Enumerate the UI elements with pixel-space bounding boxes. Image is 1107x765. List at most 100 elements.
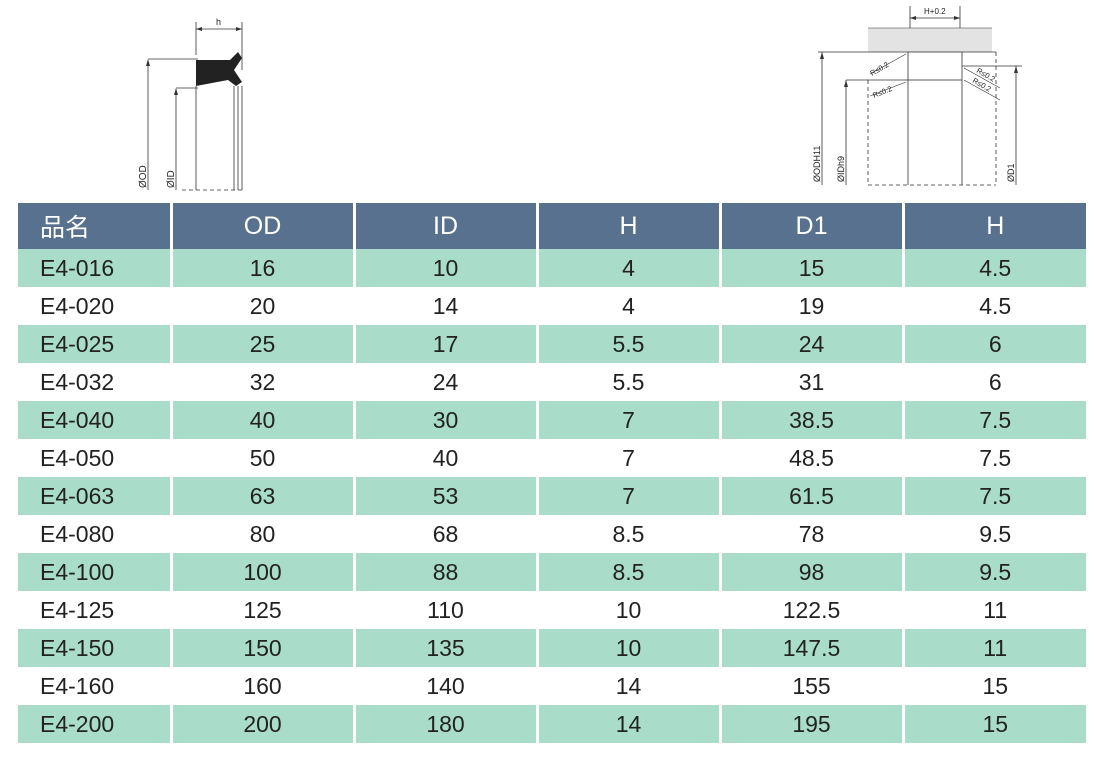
table-row: E4-020 20 14 4 19 4.5 (18, 287, 1086, 325)
col-header-name: 品名 (18, 203, 171, 249)
table-row: E4-025 25 17 5.5 24 6 (18, 325, 1086, 363)
cell-h: 14 (535, 705, 720, 743)
cell-h: 14 (535, 667, 720, 705)
cell-id: 30 (352, 401, 537, 439)
cell-h: 8.5 (535, 515, 720, 553)
cell-d1: 31 (718, 363, 903, 401)
cell-d1: 38.5 (718, 401, 903, 439)
table-row: E4-040 40 30 7 38.5 7.5 (18, 401, 1086, 439)
cell-h: 4 (535, 287, 720, 325)
col-header-h: H (535, 203, 720, 249)
cell-od: 100 (169, 553, 354, 591)
table-row: E4-080 80 68 8.5 78 9.5 (18, 515, 1086, 553)
table-row: E4-050 50 40 7 48.5 7.5 (18, 439, 1086, 477)
groove-drawing: H+0.2 R≤0.2 R≤0.2 R≤0.2 R≤0.2 ØODH11 ØID… (812, 6, 1022, 186)
id-dimension-label: ØID (166, 170, 177, 188)
table-row: E4-032 32 24 5.5 31 6 (18, 363, 1086, 401)
table-row: E4-200 200 180 14 195 15 (18, 705, 1086, 743)
cell-d1: 15 (718, 249, 903, 287)
cell-groove-h: 11 (901, 629, 1086, 667)
cell-h: 10 (535, 591, 720, 629)
od-h11-label: ØODH11 (812, 146, 822, 182)
cell-id: 110 (352, 591, 537, 629)
cell-id: 10 (352, 249, 537, 287)
table-body: E4-016 16 10 4 15 4.5 E4-020 20 14 4 19 4.5 E4-025 25… (18, 249, 1086, 743)
radius-label: R≤0.2 (869, 60, 891, 78)
cell-d1: 19 (718, 287, 903, 325)
cell-groove-h: 6 (901, 363, 1086, 401)
cell-groove-h: 9.5 (901, 515, 1086, 553)
cell-d1: 61.5 (718, 477, 903, 515)
cell-d1: 98 (718, 553, 903, 591)
cell-part-name: E4-040 (18, 401, 171, 439)
cell-od: 150 (169, 629, 354, 667)
cell-part-name: E4-063 (18, 477, 171, 515)
cell-groove-h: 7.5 (901, 477, 1086, 515)
cell-od: 200 (169, 705, 354, 743)
cell-od: 125 (169, 591, 354, 629)
cell-part-name: E4-025 (18, 325, 171, 363)
cell-groove-h: 15 (901, 667, 1086, 705)
cell-part-name: E4-020 (18, 287, 171, 325)
table-row: E4-100 100 88 8.5 98 9.5 (18, 553, 1086, 591)
cell-id: 53 (352, 477, 537, 515)
cell-od: 63 (169, 477, 354, 515)
cell-id: 14 (352, 287, 537, 325)
cell-groove-h: 11 (901, 591, 1086, 629)
od-dimension-label: ØOD (138, 165, 149, 188)
cell-h: 7 (535, 439, 720, 477)
cell-part-name: E4-050 (18, 439, 171, 477)
cell-h: 7 (535, 477, 720, 515)
table-row: E4-063 63 53 7 61.5 7.5 (18, 477, 1086, 515)
seal-profile (196, 52, 242, 86)
cell-groove-h: 9.5 (901, 553, 1086, 591)
cell-groove-h: 7.5 (901, 401, 1086, 439)
cell-groove-h: 4.5 (901, 287, 1086, 325)
cell-od: 25 (169, 325, 354, 363)
cell-groove-h: 7.5 (901, 439, 1086, 477)
cell-part-name: E4-200 (18, 705, 171, 743)
cell-d1: 122.5 (718, 591, 903, 629)
cell-part-name: E4-016 (18, 249, 171, 287)
cell-d1: 147.5 (718, 629, 903, 667)
col-header-d1: D1 (718, 203, 903, 249)
cell-id: 17 (352, 325, 537, 363)
cell-id: 88 (352, 553, 537, 591)
cell-h: 5.5 (535, 363, 720, 401)
h-dimension-label: h (216, 17, 221, 27)
table-row: E4-150 150 135 10 147.5 11 (18, 629, 1086, 667)
cell-od: 20 (169, 287, 354, 325)
cell-d1: 155 (718, 667, 903, 705)
cell-groove-h: 15 (901, 705, 1086, 743)
col-header-id: ID (352, 203, 537, 249)
col-header-groove-h: H (901, 203, 1086, 249)
cell-part-name: E4-150 (18, 629, 171, 667)
cell-groove-h: 4.5 (901, 249, 1086, 287)
cell-od: 16 (169, 249, 354, 287)
cell-id: 68 (352, 515, 537, 553)
radius-label: R≤0.2 (871, 84, 893, 100)
cell-d1: 24 (718, 325, 903, 363)
cell-h: 8.5 (535, 553, 720, 591)
seal-section-drawing: h ØOD ØID (138, 17, 243, 191)
col-header-od: OD (169, 203, 354, 249)
cell-h: 7 (535, 401, 720, 439)
cell-part-name: E4-125 (18, 591, 171, 629)
cell-d1: 48.5 (718, 439, 903, 477)
cell-id: 140 (352, 667, 537, 705)
cell-od: 50 (169, 439, 354, 477)
cell-h: 4 (535, 249, 720, 287)
cell-id: 24 (352, 363, 537, 401)
cell-h: 5.5 (535, 325, 720, 363)
table-header-row: 品名 OD ID H D1 H (18, 203, 1086, 249)
groove-h-label: H+0.2 (924, 7, 946, 16)
cell-part-name: E4-080 (18, 515, 171, 553)
cell-d1: 195 (718, 705, 903, 743)
cell-groove-h: 6 (901, 325, 1086, 363)
cell-d1: 78 (718, 515, 903, 553)
cell-h: 10 (535, 629, 720, 667)
cell-part-name: E4-100 (18, 553, 171, 591)
d1-label: ØD1 (1006, 163, 1016, 182)
cell-part-name: E4-032 (18, 363, 171, 401)
cell-part-name: E4-160 (18, 667, 171, 705)
